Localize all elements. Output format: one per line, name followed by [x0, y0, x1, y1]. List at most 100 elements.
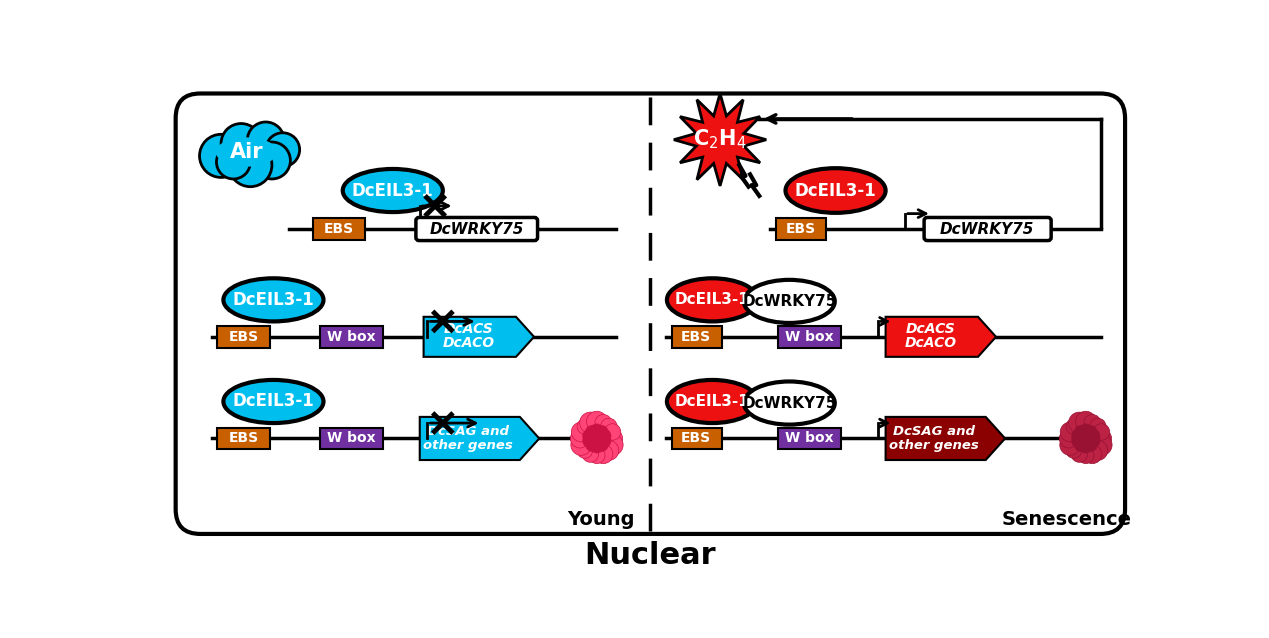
Text: Young: Young — [567, 510, 634, 529]
Circle shape — [595, 415, 612, 431]
Circle shape — [571, 434, 591, 456]
Polygon shape — [424, 317, 534, 357]
Circle shape — [1084, 415, 1100, 431]
Circle shape — [1090, 419, 1107, 434]
Bar — [777, 218, 826, 240]
Circle shape — [1091, 434, 1112, 456]
Circle shape — [1066, 443, 1081, 458]
Circle shape — [199, 135, 242, 177]
Polygon shape — [420, 417, 539, 460]
Circle shape — [590, 424, 604, 438]
Text: DcWRKY75: DcWRKY75 — [742, 294, 836, 309]
Bar — [320, 326, 383, 348]
Circle shape — [1066, 419, 1081, 434]
Polygon shape — [886, 417, 1005, 460]
Circle shape — [1060, 434, 1080, 456]
Circle shape — [590, 439, 604, 453]
Circle shape — [1071, 434, 1085, 448]
Circle shape — [1060, 429, 1079, 448]
Text: DcACS: DcACS — [443, 322, 494, 336]
Circle shape — [577, 419, 593, 434]
Text: EBS: EBS — [228, 330, 259, 344]
Text: DcACO: DcACO — [905, 336, 957, 350]
Text: EBS: EBS — [228, 431, 259, 445]
Circle shape — [602, 434, 623, 456]
Circle shape — [605, 429, 623, 447]
Circle shape — [571, 422, 591, 442]
Text: EBS: EBS — [324, 222, 354, 236]
Bar — [320, 427, 383, 449]
Text: DcACS: DcACS — [905, 322, 956, 336]
Text: DcSAG and: DcSAG and — [428, 425, 509, 438]
Text: EBS: EBS — [681, 330, 711, 344]
Circle shape — [1082, 445, 1101, 464]
Circle shape — [1071, 429, 1085, 443]
Circle shape — [265, 133, 299, 167]
Circle shape — [600, 419, 617, 434]
Circle shape — [247, 122, 284, 159]
Text: DcWRKY75: DcWRKY75 — [940, 221, 1034, 237]
Circle shape — [1079, 424, 1093, 438]
Text: DcEIL3-1: DcEIL3-1 — [675, 394, 750, 409]
Text: Nuclear: Nuclear — [584, 541, 716, 570]
Text: other genes: other genes — [424, 439, 513, 452]
Ellipse shape — [216, 137, 278, 167]
Circle shape — [221, 124, 261, 163]
Text: Air: Air — [230, 142, 263, 162]
Bar — [778, 427, 841, 449]
Circle shape — [570, 429, 590, 448]
Circle shape — [1086, 434, 1100, 448]
Circle shape — [582, 434, 596, 448]
Text: DcWRKY75: DcWRKY75 — [429, 221, 524, 237]
Bar — [671, 326, 722, 348]
Circle shape — [1094, 429, 1112, 447]
Bar — [778, 326, 841, 348]
Circle shape — [1061, 422, 1080, 442]
Ellipse shape — [223, 380, 324, 423]
Text: DcEIL3-1: DcEIL3-1 — [675, 292, 750, 308]
Ellipse shape — [667, 278, 758, 322]
Circle shape — [1080, 433, 1091, 445]
Ellipse shape — [744, 382, 835, 425]
Circle shape — [580, 412, 602, 433]
Text: Senescence: Senescence — [1001, 510, 1132, 529]
Bar — [312, 218, 365, 240]
Text: DcSAG and: DcSAG and — [893, 425, 975, 438]
FancyBboxPatch shape — [924, 218, 1051, 241]
Polygon shape — [886, 317, 996, 357]
Circle shape — [594, 426, 608, 439]
Circle shape — [1075, 438, 1089, 452]
Circle shape — [1076, 412, 1096, 432]
Text: EBS: EBS — [681, 431, 711, 445]
Text: W box: W box — [327, 330, 376, 344]
Circle shape — [1079, 439, 1093, 453]
Text: DcEIL3-1: DcEIL3-1 — [232, 291, 315, 309]
Circle shape — [594, 445, 613, 464]
Circle shape — [217, 145, 250, 179]
Ellipse shape — [223, 278, 324, 322]
Bar — [217, 326, 269, 348]
Text: W box: W box — [786, 431, 834, 445]
Text: other genes: other genes — [890, 439, 978, 452]
Circle shape — [1084, 438, 1098, 452]
Circle shape — [1068, 412, 1090, 433]
Circle shape — [586, 412, 607, 432]
Circle shape — [1086, 429, 1100, 443]
Text: DcEIL3-1: DcEIL3-1 — [794, 182, 877, 200]
Circle shape — [1093, 424, 1109, 440]
Text: DcEIL3-1: DcEIL3-1 — [232, 392, 315, 410]
Circle shape — [1077, 447, 1094, 464]
Ellipse shape — [667, 380, 758, 423]
Circle shape — [595, 438, 608, 452]
Text: W box: W box — [786, 330, 834, 344]
Circle shape — [589, 447, 605, 464]
Circle shape — [228, 144, 272, 187]
Circle shape — [1071, 446, 1088, 463]
Bar — [217, 427, 269, 449]
Circle shape — [585, 438, 599, 452]
Circle shape — [585, 426, 599, 439]
Circle shape — [590, 433, 603, 445]
Ellipse shape — [744, 280, 835, 323]
Ellipse shape — [786, 168, 886, 213]
Text: DcWRKY75: DcWRKY75 — [742, 396, 836, 410]
